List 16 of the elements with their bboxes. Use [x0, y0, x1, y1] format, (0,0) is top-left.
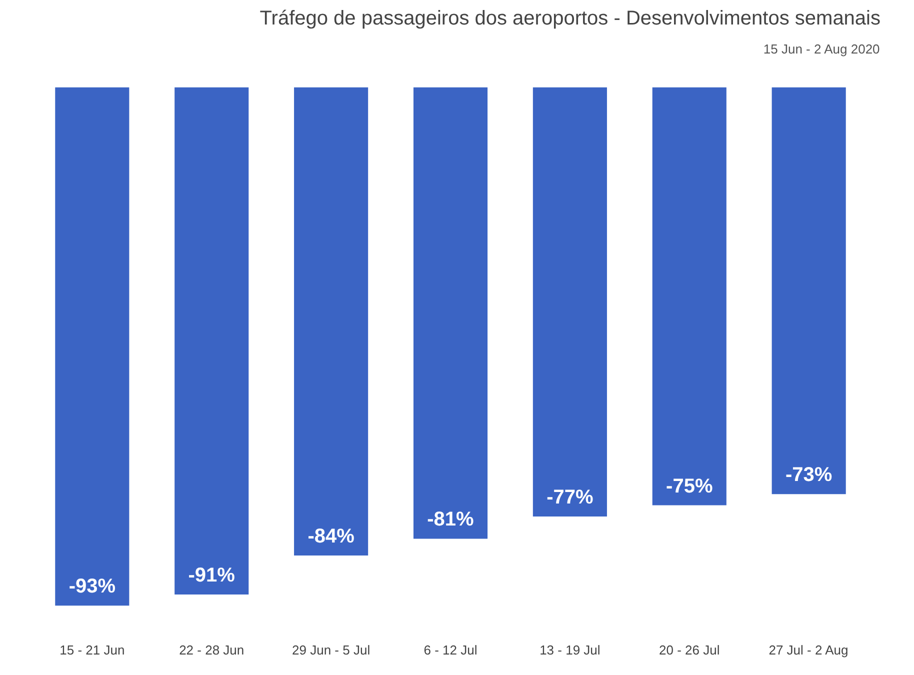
x-tick-label: 27 Jul - 2 Aug	[768, 642, 848, 658]
x-tick-label: 22 - 28 Jun	[179, 642, 244, 658]
data-label: -84%	[308, 525, 355, 548]
chart-subtitle: 15 Jun - 2 Aug 2020	[763, 42, 880, 56]
data-label: -93%	[68, 576, 116, 598]
x-tick-label: 6 - 12 Jul	[424, 642, 478, 658]
data-label: -91%	[188, 564, 236, 586]
x-tick-label: 20 - 26 Jul	[659, 642, 720, 658]
data-label: -77%	[546, 486, 594, 508]
chart-title: Tráfego de passageiros dos aeroportos - Desenvolvimentos semanais	[260, 8, 881, 30]
data-label: -81%	[427, 508, 474, 531]
data-label: -73%	[785, 464, 832, 486]
x-tick-label: 15 - 21 Jun	[60, 642, 125, 658]
data-label: -75%	[666, 475, 713, 498]
x-tick-label: 29 Jun - 5 Jul	[292, 642, 370, 658]
x-tick-label: 13 - 19 Jul	[540, 642, 600, 658]
